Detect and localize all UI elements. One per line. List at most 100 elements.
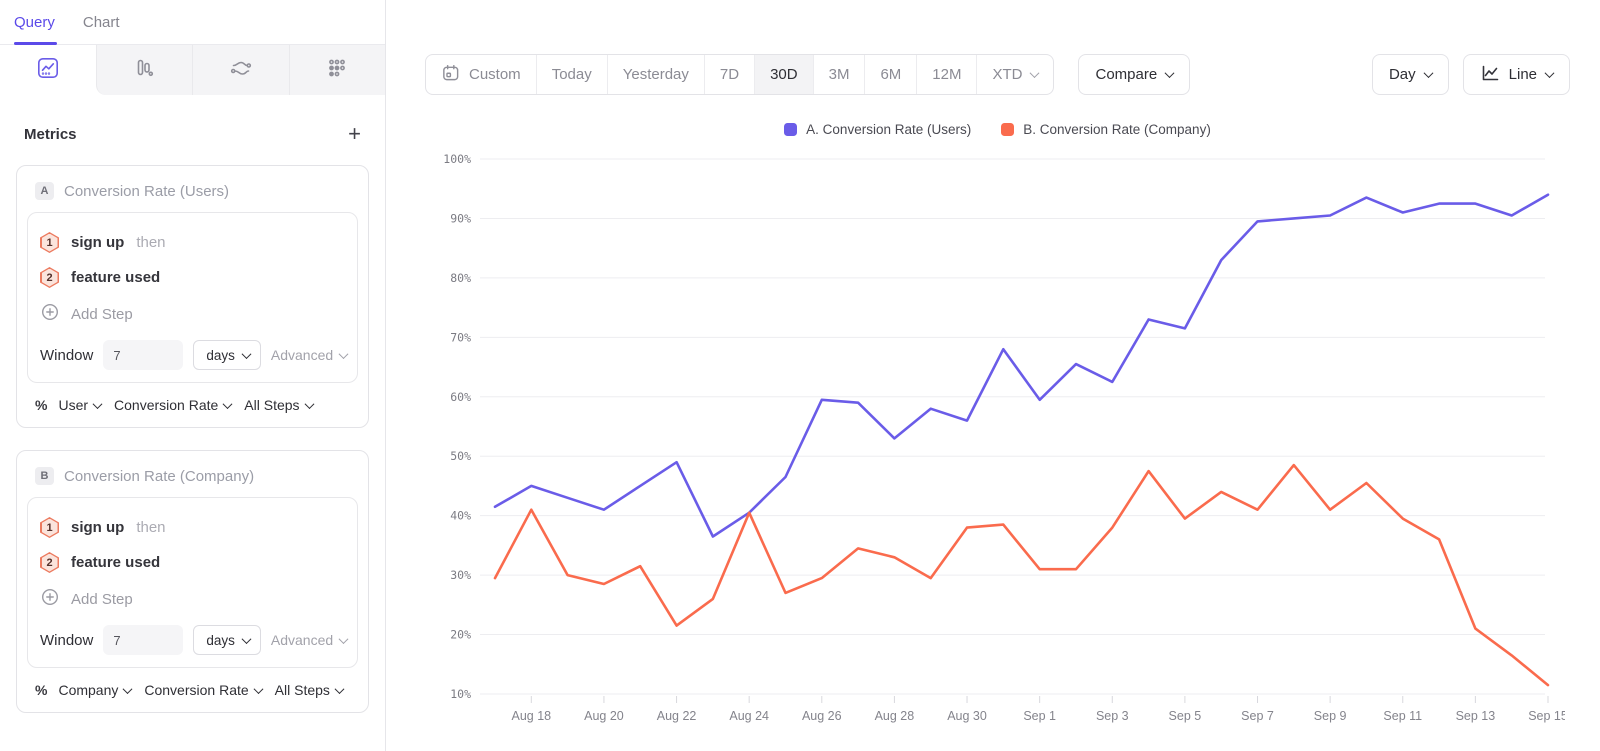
metric-type-dropdown[interactable]: Conversion Rate: [114, 397, 233, 413]
funnel-step-1[interactable]: 1 sign up then: [40, 225, 345, 260]
window-unit-dropdown[interactable]: days: [193, 340, 261, 370]
y-axis-label: 80%: [450, 271, 471, 285]
x-axis-label: Aug 30: [947, 709, 987, 723]
chevron-down-icon: [1030, 68, 1040, 79]
x-axis-label: Aug 18: [511, 709, 551, 723]
range-xtd-dropdown[interactable]: XTD: [976, 55, 1053, 94]
view-flows-button[interactable]: [192, 45, 289, 95]
chevron-down-icon: [241, 348, 252, 359]
window-unit-dropdown[interactable]: days: [193, 625, 261, 655]
conversion-window-row: Window days Advanced: [40, 621, 349, 655]
line-chart-svg[interactable]: 100% 90% 80% 70% 60% 50% 40% 30% 20% 10% Aug 18 Aug…: [425, 144, 1568, 734]
funnel-step-1[interactable]: 1 sign up then: [40, 510, 345, 545]
entity-dropdown[interactable]: Company: [58, 682, 133, 698]
window-value-input[interactable]: [103, 625, 184, 655]
y-axis-label: 20%: [450, 628, 471, 642]
measure-row: % User Conversion Rate All Steps: [27, 383, 358, 423]
series-b-swatch: [1001, 123, 1015, 136]
range-yesterday-button[interactable]: Yesterday: [606, 55, 704, 94]
chart-legend: A. Conversion Rate (Users) B. Conversion…: [425, 122, 1570, 137]
chevron-down-icon: [122, 683, 133, 694]
y-axis-label: 90%: [450, 211, 471, 225]
chevron-down-icon: [1544, 68, 1555, 79]
range-12m-button[interactable]: 12M: [916, 55, 976, 94]
series-line-a: [493, 193, 1550, 538]
step-event-name: feature used: [71, 269, 161, 286]
x-axis-label: Sep 5: [1169, 709, 1202, 723]
chart-area: 100% 90% 80% 70% 60% 50% 40% 30% 20% 10% Aug 18 Aug…: [425, 144, 1570, 739]
view-retention-button[interactable]: [288, 45, 385, 95]
y-axis-label: 70%: [450, 330, 471, 344]
add-step-button[interactable]: Add Step: [40, 295, 345, 336]
range-3m-button[interactable]: 3M: [812, 55, 865, 94]
legend-item-a[interactable]: A. Conversion Rate (Users): [784, 122, 971, 137]
range-6m-button[interactable]: 6M: [864, 55, 916, 94]
view-insights-button[interactable]: [0, 45, 96, 95]
advanced-toggle[interactable]: Advanced: [271, 347, 349, 363]
range-7d-button[interactable]: 7D: [703, 55, 754, 94]
retention-dots-icon: [325, 56, 349, 85]
add-step-label: Add Step: [71, 306, 133, 323]
step-number-badge: 1: [40, 517, 59, 538]
funnel-step-2[interactable]: 2 feature used: [40, 545, 345, 580]
compare-button[interactable]: Compare: [1078, 54, 1191, 95]
tab-chart[interactable]: Chart: [82, 13, 120, 31]
add-step-label: Add Step: [71, 591, 133, 608]
range-today-button[interactable]: Today: [535, 55, 607, 94]
plus-circle-icon: [41, 303, 59, 326]
step-suffix: then: [136, 234, 166, 251]
advanced-toggle[interactable]: Advanced: [271, 632, 349, 648]
add-step-button[interactable]: Add Step: [40, 580, 345, 621]
metrics-header: Metrics +: [24, 121, 361, 146]
range-30d-button[interactable]: 30D: [754, 55, 813, 94]
percent-symbol: %: [35, 682, 48, 698]
legend-item-b[interactable]: B. Conversion Rate (Company): [1001, 122, 1211, 137]
x-axis-label: Aug 20: [584, 709, 624, 723]
x-axis-label: Aug 24: [729, 709, 769, 723]
chart-panel: Custom Today Yesterday 7D 30D 3M 6M 12M …: [386, 0, 1600, 751]
x-axis-label: Sep 9: [1314, 709, 1347, 723]
chevron-down-icon: [1164, 68, 1175, 79]
chart-type-dropdown[interactable]: Line: [1462, 54, 1570, 95]
insights-line-chart-icon: [36, 56, 60, 85]
x-axis-label: Sep 13: [1456, 709, 1496, 723]
y-axis-label: 30%: [450, 568, 471, 582]
window-value-input[interactable]: [103, 340, 184, 370]
view-switcher: [0, 45, 385, 95]
metric-badge-b: B: [35, 467, 54, 485]
step-event-name: sign up: [71, 519, 125, 536]
range-custom-button[interactable]: Custom: [426, 55, 536, 94]
metric-card-a: A Conversion Rate (Users) 1 sign up then…: [16, 165, 369, 428]
steps-scope-dropdown[interactable]: All Steps: [244, 397, 314, 413]
funnel-bars-icon: [132, 56, 156, 85]
step-number-badge: 1: [40, 232, 59, 253]
step-number-badge: 2: [40, 552, 59, 573]
calendar-icon: [441, 63, 460, 86]
chevron-down-icon: [338, 633, 349, 644]
metric-title[interactable]: Conversion Rate (Company): [64, 467, 255, 485]
y-axis-label: 10%: [450, 687, 471, 701]
chevron-down-icon: [92, 398, 103, 409]
metric-type-dropdown[interactable]: Conversion Rate: [144, 682, 264, 698]
granularity-dropdown[interactable]: Day: [1371, 54, 1449, 95]
add-metric-button[interactable]: +: [348, 121, 361, 146]
metric-title[interactable]: Conversion Rate (Users): [64, 182, 230, 200]
chevron-down-icon: [1423, 68, 1434, 79]
window-label: Window: [40, 631, 94, 649]
entity-dropdown[interactable]: User: [58, 397, 103, 413]
date-toolbar: Custom Today Yesterday 7D 30D 3M 6M 12M …: [425, 54, 1570, 95]
y-axis-label: 50%: [450, 449, 471, 463]
x-axis-label: Sep 1: [1023, 709, 1056, 723]
x-axis-label: Aug 22: [657, 709, 697, 723]
tab-query[interactable]: Query: [14, 0, 57, 45]
query-sidebar: Query Chart: [0, 0, 386, 751]
chevron-down-icon: [253, 683, 264, 694]
x-axis-label: Sep 7: [1241, 709, 1274, 723]
view-funnels-button[interactable]: [95, 45, 192, 95]
funnel-steps-panel: 1 sign up then 2 feature used Add Step W…: [27, 497, 358, 668]
funnel-step-2[interactable]: 2 feature used: [40, 260, 345, 295]
metric-badge-a: A: [35, 182, 54, 200]
steps-scope-dropdown[interactable]: All Steps: [275, 682, 345, 698]
y-axis-label: 60%: [450, 390, 471, 404]
